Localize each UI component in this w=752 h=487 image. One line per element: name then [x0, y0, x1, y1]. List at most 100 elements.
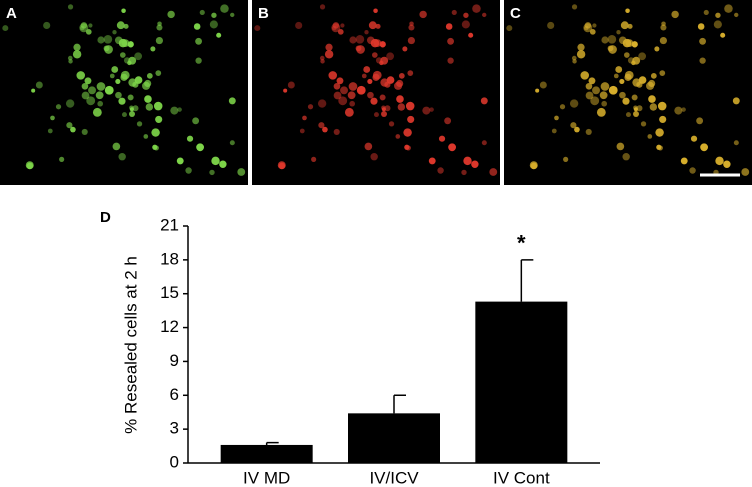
cell-dot [97, 36, 105, 44]
cell-dot [254, 25, 261, 32]
cell-dot [88, 86, 96, 95]
cell-dot [127, 94, 134, 101]
cell-dot [703, 9, 709, 16]
cell-dot [571, 4, 578, 10]
cell-dot [146, 72, 153, 79]
cell-dot [144, 95, 152, 103]
y-tick-label: 12 [160, 317, 179, 336]
cell-dot [370, 97, 378, 105]
cell-dot [364, 142, 373, 151]
cell-dot [699, 37, 707, 45]
cell-dot [580, 71, 590, 80]
cell-dot [109, 73, 115, 79]
cell-dot [361, 73, 367, 79]
y-tick-label: 18 [160, 249, 179, 268]
cell-dot [623, 52, 630, 58]
cell-dot [715, 12, 721, 18]
cell-dot [381, 110, 388, 117]
cell-dot [325, 43, 333, 51]
cell-dot [622, 153, 630, 161]
cell-dot [649, 103, 658, 111]
cell-dot [356, 85, 366, 95]
cell-dot [299, 128, 305, 134]
panel-label: D [100, 209, 111, 226]
cell-dot [156, 24, 163, 31]
cell-dot [84, 77, 92, 85]
cell-dot [76, 71, 86, 80]
cell-dot [317, 99, 327, 108]
cell-dot [319, 55, 325, 61]
cell-dot [347, 91, 356, 100]
cell-dot [647, 134, 653, 139]
cell-dot [128, 56, 137, 65]
cell-dot [97, 100, 104, 107]
cell-dot [43, 21, 51, 30]
cell-dot [659, 70, 666, 76]
cell-dot [650, 72, 657, 79]
cell-dot [405, 101, 415, 111]
cell-dot [211, 12, 217, 18]
cell-dot [419, 10, 427, 19]
cell-dot [66, 122, 73, 129]
cell-dot [332, 22, 340, 29]
cell-dot [428, 157, 436, 165]
cell-dot [170, 106, 179, 115]
cell-dot [318, 122, 325, 129]
cell-dot [632, 56, 641, 65]
cell-dot [143, 134, 149, 139]
cell-dot [590, 96, 600, 106]
cell-dot [219, 160, 227, 168]
cell-dot [463, 156, 472, 166]
cell-dot [103, 45, 110, 52]
cell-dot [384, 105, 391, 112]
cell-dot [195, 37, 203, 45]
cell-dot [422, 106, 431, 115]
error-bar [520, 259, 534, 302]
cell-dot [620, 21, 629, 30]
cell-dot [700, 143, 709, 152]
cell-dot [2, 25, 9, 32]
cell-dot [370, 153, 378, 161]
cell-dot [599, 91, 608, 100]
cell-dot [153, 101, 163, 111]
panel-label: B [258, 5, 269, 22]
cell-dot [444, 117, 452, 125]
cell-dot [713, 20, 722, 29]
cell-dot [167, 10, 175, 19]
cell-dot [472, 4, 481, 13]
cell-dot [307, 104, 314, 110]
cell-dot [209, 20, 218, 29]
cell-dot [118, 97, 126, 105]
micrograph-a [0, 0, 248, 185]
cell-dot [322, 126, 328, 133]
cell-dot [287, 81, 295, 89]
cell-dot [741, 168, 750, 176]
cell-dot [127, 41, 134, 48]
cell-dot [192, 117, 200, 125]
cell-dot [638, 52, 647, 61]
cell-dot [396, 95, 404, 103]
cell-dot [195, 57, 202, 64]
cell-dot [157, 21, 162, 27]
cell-dot [344, 107, 354, 117]
cell-dot [103, 35, 113, 44]
cell-dot [324, 50, 334, 59]
cell-dot [73, 43, 81, 51]
cell-dot [648, 95, 656, 103]
error-bar [393, 394, 406, 414]
cell-dot [88, 23, 93, 28]
cell-dot [671, 10, 679, 19]
bar [348, 413, 440, 463]
cell-dot [209, 169, 215, 176]
cell-dot [640, 121, 647, 127]
cell-dot [70, 126, 76, 133]
cell-dot [85, 28, 92, 35]
cell-dot [375, 23, 381, 29]
cell-dot [408, 24, 415, 31]
cell-dot [636, 81, 643, 88]
cell-dot [600, 82, 610, 91]
cell-dot [185, 167, 192, 174]
cell-dot [340, 86, 348, 95]
cell-dot [554, 115, 559, 121]
cell-dot [371, 52, 378, 58]
